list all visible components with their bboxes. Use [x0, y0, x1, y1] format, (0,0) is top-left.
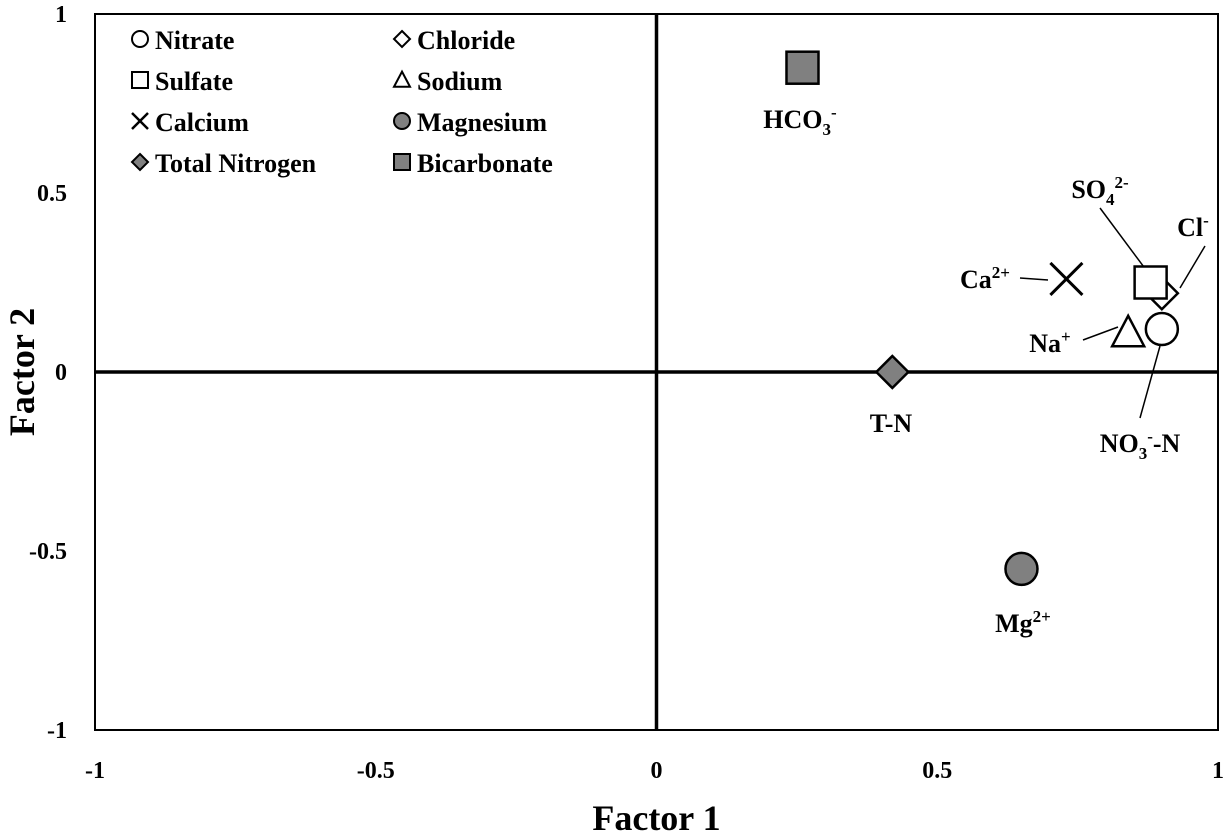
point-magnesium: [1004, 551, 1039, 587]
legend-item-sodium: Sodium: [392, 67, 503, 96]
x-tick-label: -0.5: [357, 758, 395, 784]
legend-item-nitrate: Nitrate: [131, 26, 234, 55]
point-sulfate: [1133, 265, 1168, 300]
y-tick-label: 0.5: [37, 181, 67, 207]
leader-nitrate: [1139, 345, 1161, 419]
legend-marker: [392, 29, 412, 49]
zero-lines: [95, 14, 1218, 730]
point-nitrate: [1144, 311, 1180, 347]
point-calcium: [1049, 261, 1084, 296]
label-calcium: Ca2+: [960, 263, 1010, 294]
x-tick-label: -1: [85, 758, 105, 784]
legend-label: Total Nitrogen: [155, 149, 317, 178]
legend-label: Bicarbonate: [417, 149, 553, 178]
data-markers: [785, 50, 1180, 587]
legend-label: Nitrate: [155, 26, 234, 55]
legend-marker: [393, 153, 411, 171]
leader-sodium: [1082, 326, 1119, 341]
y-axis-title: Factor 2: [2, 308, 42, 436]
label-bicarbonate: HCO3-: [763, 103, 837, 139]
label-chloride: Cl-: [1177, 211, 1209, 242]
y-tick-label: 0: [55, 360, 67, 386]
y-tick-label: -1: [47, 718, 67, 744]
label-magnesium: Mg2+: [995, 607, 1051, 638]
point-total-nitrogen: [874, 354, 911, 390]
legend-marker: [392, 69, 412, 88]
x-tick-label: 1: [1212, 758, 1224, 784]
legend-item-chloride: Chloride: [392, 26, 515, 55]
legend-marker: [131, 71, 149, 89]
legend-label: Chloride: [417, 26, 515, 55]
legend-item-bicarbonate: Bicarbonate: [393, 149, 553, 178]
legend: Nitrate Chloride Sulfate Sodium Calcium Magne…: [130, 26, 553, 178]
leader-calcium: [1019, 277, 1049, 281]
legend-label: Calcium: [155, 108, 249, 137]
legend-label: Sulfate: [155, 67, 233, 96]
legend-marker: [393, 112, 411, 130]
y-tick-label: 1: [55, 2, 67, 28]
legend-item-total-nitrogen: Total Nitrogen: [130, 149, 317, 178]
x-tick-label: 0: [651, 758, 663, 784]
label-sodium: Na+: [1029, 327, 1070, 358]
legend-marker: [131, 112, 149, 130]
x-axis-title: Factor 1: [592, 798, 720, 838]
legend-item-sulfate: Sulfate: [131, 67, 233, 96]
legend-item-calcium: Calcium: [131, 108, 249, 137]
y-tick-label: -0.5: [29, 539, 67, 565]
tick-labels: -1 -0.5 0 0.5 1 1 0.5 0 -0.5 -1: [29, 2, 1224, 784]
point-bicarbonate: [785, 50, 820, 85]
legend-marker: [130, 152, 150, 172]
leader-chloride: [1179, 245, 1206, 289]
point-labels: NO3--N Cl- SO42- Na+ Ca2+ Mg2+ T-N HCO3-: [763, 103, 1209, 638]
label-total-nitrogen: T-N: [870, 409, 913, 438]
legend-label: Sodium: [417, 67, 503, 96]
point-sodium: [1110, 313, 1147, 348]
label-nitrate: NO3--N: [1100, 427, 1181, 463]
x-tick-label: 0.5: [922, 758, 952, 784]
legend-item-magnesium: Magnesium: [393, 108, 547, 137]
legend-marker: [131, 30, 149, 48]
label-sulfate: SO42-: [1071, 173, 1129, 209]
legend-label: Magnesium: [417, 108, 547, 137]
